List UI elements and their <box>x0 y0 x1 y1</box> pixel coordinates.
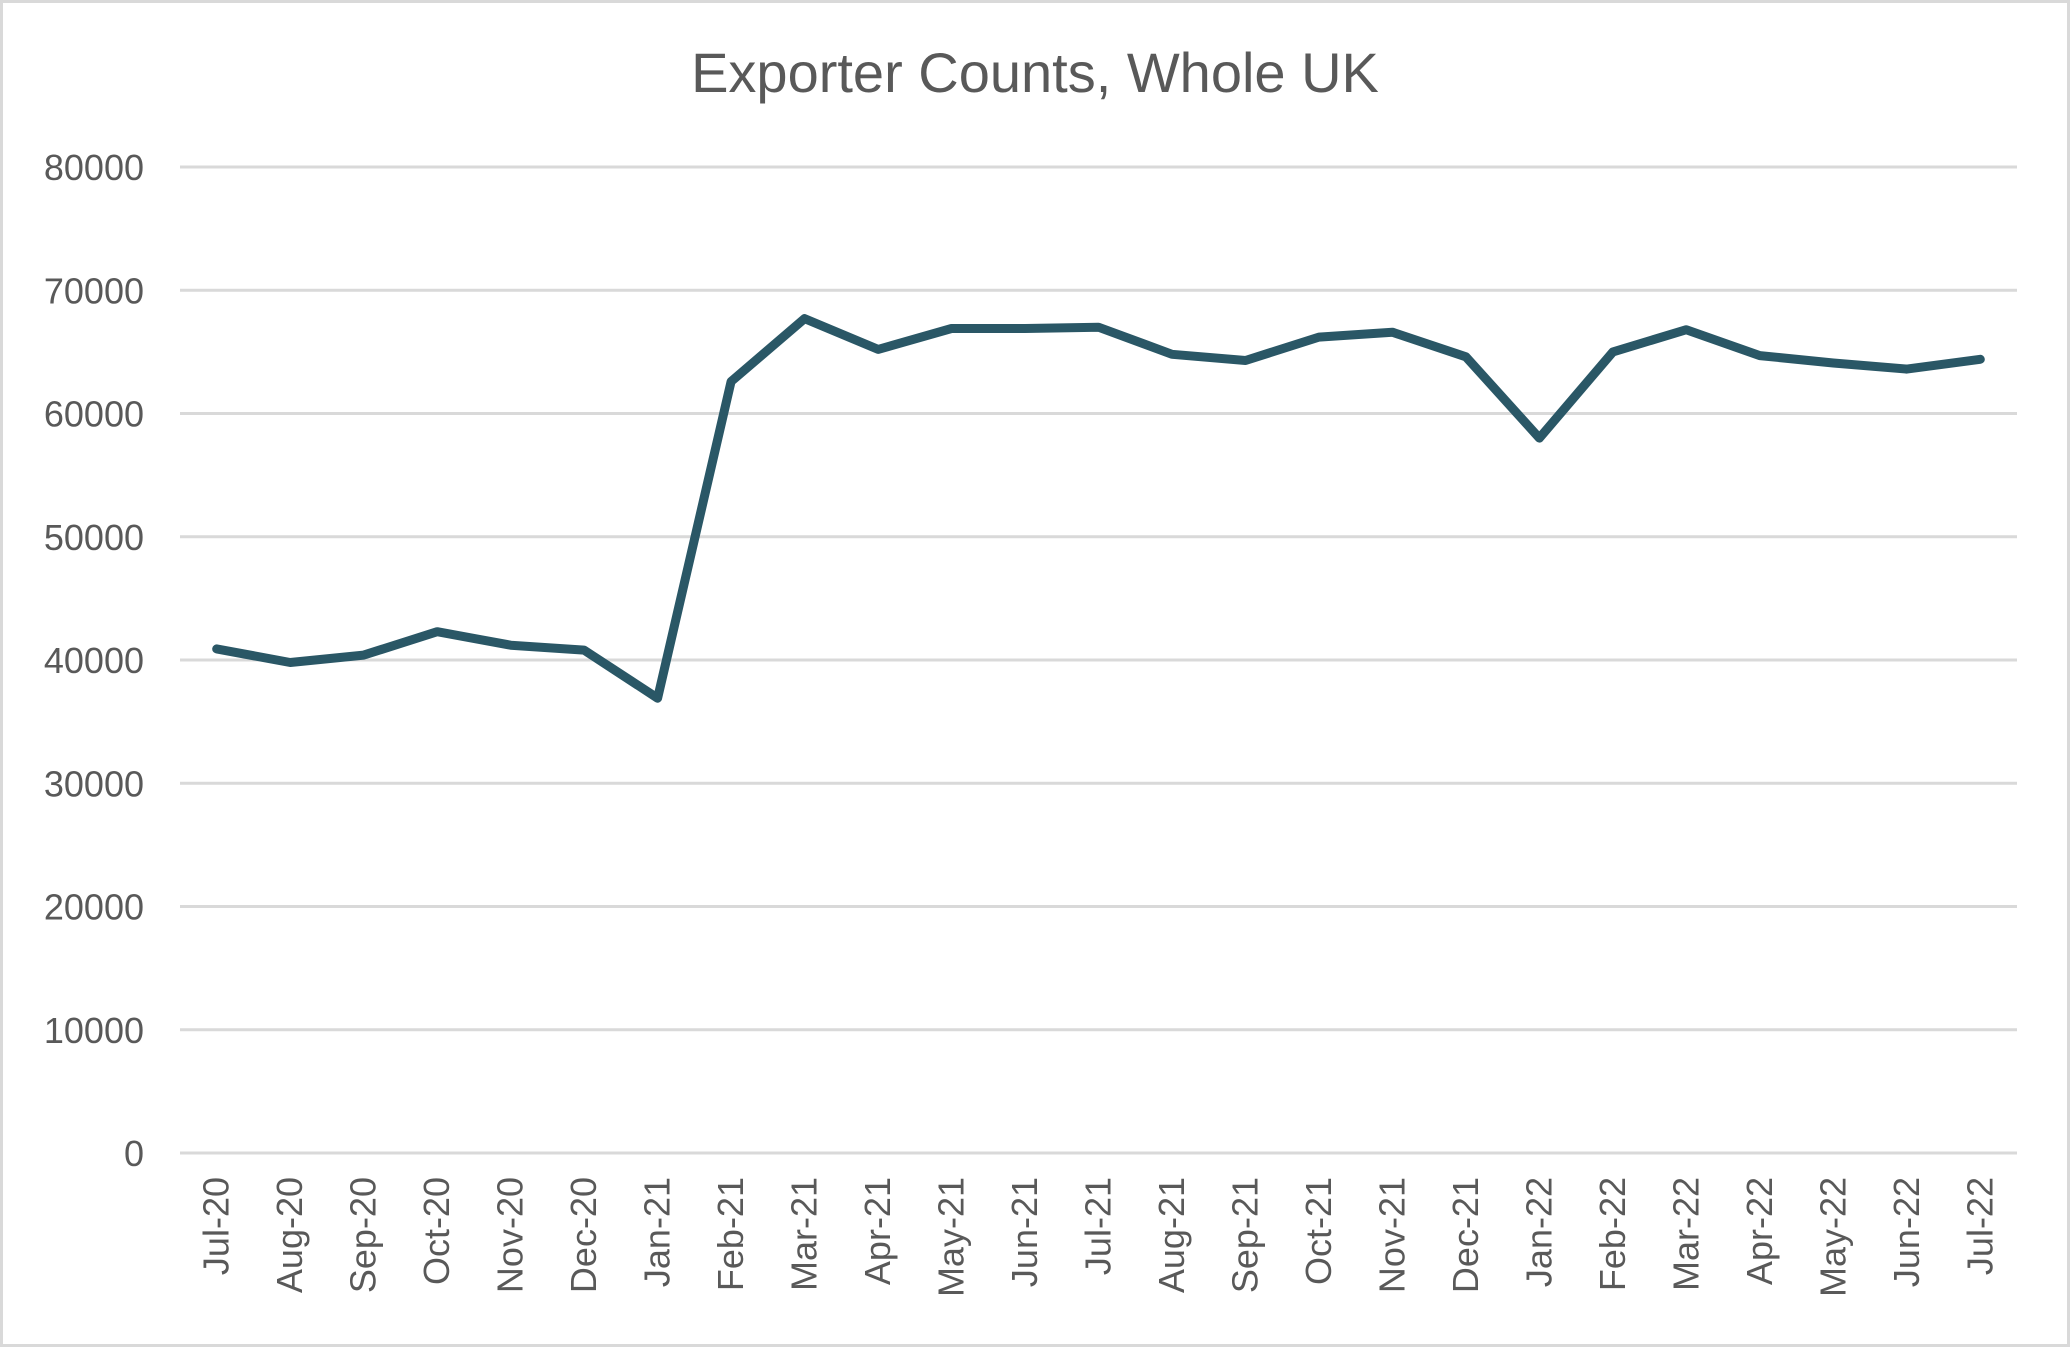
x-tick-label: Feb-22 <box>1592 1177 1633 1291</box>
x-tick-label: Nov-20 <box>490 1177 531 1293</box>
y-tick-label: 0 <box>124 1133 144 1174</box>
y-tick-label: 70000 <box>44 270 144 311</box>
x-tick-label: Dec-20 <box>563 1177 604 1293</box>
x-tick-label: Feb-21 <box>710 1177 751 1291</box>
y-tick-label: 10000 <box>44 1010 144 1051</box>
x-tick-label: Apr-22 <box>1739 1177 1780 1285</box>
chart-title: Exporter Counts, Whole UK <box>691 41 1379 104</box>
x-tick-label: May-21 <box>931 1177 972 1297</box>
x-tick-label: Dec-21 <box>1445 1177 1486 1293</box>
y-tick-label: 30000 <box>44 763 144 804</box>
x-tick-label: Jan-21 <box>637 1177 678 1287</box>
x-tick-label: Oct-20 <box>416 1177 457 1285</box>
x-tick-label: Jul-21 <box>1078 1177 1119 1275</box>
gridlines <box>180 165 2017 1155</box>
y-tick-label: 80000 <box>44 147 144 188</box>
x-tick-label: Apr-21 <box>857 1177 898 1285</box>
x-tick-label: Jan-22 <box>1518 1177 1559 1287</box>
y-tick-label: 60000 <box>44 394 144 435</box>
x-tick-label: Oct-21 <box>1298 1177 1339 1285</box>
exporter-counts-line <box>212 314 1985 703</box>
x-tick-label: Aug-21 <box>1151 1177 1192 1293</box>
x-tick-label: Jul-22 <box>1959 1177 2000 1275</box>
x-tick-label: Sep-20 <box>343 1177 384 1293</box>
y-axis-ticks: 0 10000 20000 30000 40000 50000 60000 70000 8000… <box>44 147 144 1174</box>
y-tick-label: 20000 <box>44 887 144 928</box>
y-tick-label: 40000 <box>44 640 144 681</box>
x-tick-label: Nov-21 <box>1371 1177 1412 1293</box>
x-tick-label: Jul-20 <box>196 1177 237 1275</box>
x-tick-label: Mar-22 <box>1665 1177 1706 1291</box>
x-tick-label: Sep-21 <box>1224 1177 1265 1293</box>
x-tick-label: Jun-21 <box>1004 1177 1045 1287</box>
x-tick-label: Mar-21 <box>784 1177 825 1291</box>
x-tick-label: May-22 <box>1812 1177 1853 1297</box>
y-tick-label: 50000 <box>44 517 144 558</box>
x-tick-label: Jun-22 <box>1886 1177 1927 1287</box>
x-axis-ticks: Jul-20 Aug-20 Sep-20 Oct-20 Nov-20 Dec-20 Jan-… <box>196 1177 2001 1297</box>
x-tick-label: Aug-20 <box>269 1177 310 1293</box>
